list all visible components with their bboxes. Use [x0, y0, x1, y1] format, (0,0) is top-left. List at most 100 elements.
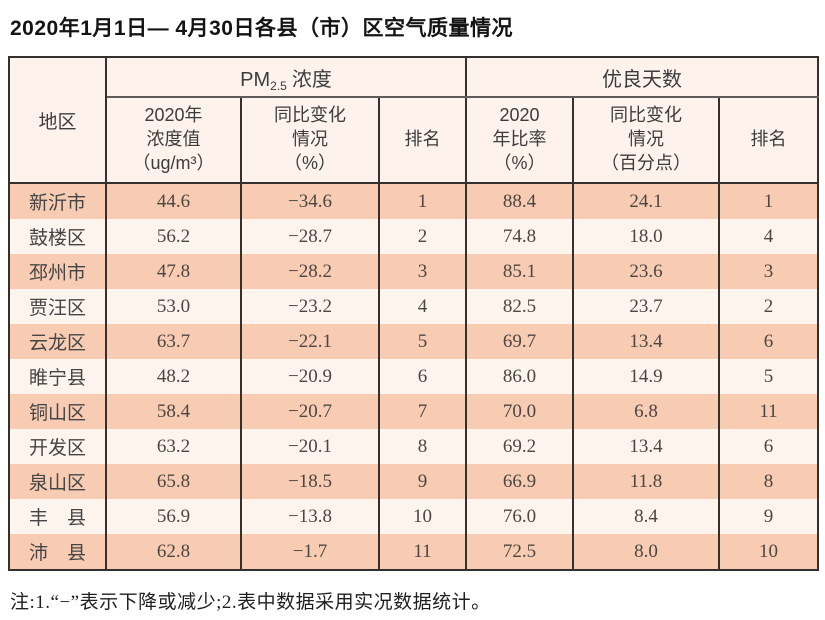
- value-cell: 11: [377, 534, 468, 570]
- value-cell: −20.1: [240, 429, 380, 464]
- table-row: 睢宁县 48.2 −20.9 6 86.0 14.9 5: [8, 359, 820, 394]
- table-row: 邳州市 47.8 −28.2 3 85.1 23.6 3: [8, 254, 820, 289]
- days-rank-header: 排名: [718, 97, 820, 184]
- value-cell: 69.2: [465, 429, 575, 464]
- pm-rank-header: 排名: [377, 97, 468, 184]
- table-row: 泉山区 65.8 −18.5 9 66.9 11.8 8: [8, 464, 820, 499]
- value-cell: 72.5: [465, 534, 575, 570]
- value-cell: −28.2: [240, 254, 380, 289]
- value-cell: 23.6: [572, 254, 721, 289]
- table-row: 鼓楼区 56.2 −28.7 2 74.8 18.0 4: [8, 219, 820, 254]
- value-cell: 18.0: [572, 219, 721, 254]
- pm25-label-prefix: PM: [240, 68, 271, 91]
- table-row: 开发区 63.2 −20.1 8 69.2 13.4 6: [8, 429, 820, 464]
- value-cell: 8.0: [572, 534, 721, 570]
- region-cell: 丰 县: [8, 499, 107, 534]
- value-cell: 3: [377, 254, 468, 289]
- value-cell: 85.1: [465, 254, 575, 289]
- value-cell: 13.4: [572, 324, 721, 359]
- table-row: 贾汪区 53.0 −23.2 4 82.5 23.7 2: [8, 289, 820, 324]
- table-row: 铜山区 58.4 −20.7 7 70.0 6.8 11: [8, 394, 820, 429]
- region-cell: 沛 县: [8, 534, 107, 570]
- region-cell: 泉山区: [8, 464, 107, 499]
- yoy-change-pct-header: 同比变化 情况 （%）: [240, 97, 380, 184]
- value-cell: 6: [377, 359, 468, 394]
- value-cell: 2: [718, 289, 820, 324]
- value-cell: −1.7: [240, 534, 380, 570]
- region-cell: 新沂市: [8, 183, 107, 219]
- value-cell: −23.2: [240, 289, 380, 324]
- pm25-group-header: PM2.5 浓度: [104, 57, 468, 98]
- value-cell: 11: [718, 394, 820, 429]
- value-cell: 63.2: [105, 429, 242, 464]
- value-cell: 9: [377, 464, 468, 499]
- region-cell: 铜山区: [8, 394, 107, 429]
- value-cell: 86.0: [465, 359, 575, 394]
- value-cell: 82.5: [465, 289, 575, 324]
- value-cell: −18.5: [240, 464, 380, 499]
- region-cell: 贾汪区: [8, 289, 107, 324]
- footnote: 注:1.“−”表示下降或减少;2.表中数据采用实况数据统计。: [10, 592, 491, 613]
- value-cell: 1: [377, 183, 468, 219]
- region-cell: 开发区: [8, 429, 107, 464]
- value-cell: 66.9: [465, 464, 575, 499]
- value-cell: 9: [718, 499, 820, 534]
- value-cell: 56.9: [105, 499, 242, 534]
- value-cell: 44.6: [105, 183, 242, 219]
- region-cell: 鼓楼区: [8, 219, 107, 254]
- value-cell: 6.8: [572, 394, 721, 429]
- table-body: 新沂市 44.6 −34.6 1 88.4 24.1 1 鼓楼区 56.2 −28.7 2 74.8 1…: [8, 183, 820, 570]
- value-cell: 7: [377, 394, 468, 429]
- page-title: 2020年1月1日— 4月30日各县（市）区空气质量情况: [10, 17, 513, 40]
- value-cell: 47.8: [105, 254, 242, 289]
- yoy-change-points-header: 同比变化 情况 （百分点）: [572, 97, 721, 184]
- table-row: 新沂市 44.6 −34.6 1 88.4 24.1 1: [8, 183, 820, 219]
- value-cell: 2: [377, 219, 468, 254]
- value-cell: 63.7: [105, 324, 242, 359]
- table-row: 沛 县 62.8 −1.7 11 72.5 8.0 10: [8, 534, 820, 570]
- table-row: 云龙区 63.7 −22.1 5 69.7 13.4 6: [8, 324, 820, 359]
- value-cell: 53.0: [105, 289, 242, 324]
- value-cell: 8.4: [572, 499, 721, 534]
- value-cell: 6: [718, 429, 820, 464]
- region-cell: 邳州市: [8, 254, 107, 289]
- value-cell: 6: [718, 324, 820, 359]
- value-cell: 5: [718, 359, 820, 394]
- value-cell: 76.0: [465, 499, 575, 534]
- value-cell: −13.8: [240, 499, 380, 534]
- group-header-row: 地区 PM2.5 浓度 优良天数: [8, 57, 820, 184]
- ratio-2020-header: 2020 年比率 （%）: [465, 97, 575, 184]
- value-cell: 62.8: [105, 534, 242, 570]
- air-quality-table: 地区 PM2.5 浓度 优良天数 2020年 浓度值 （ug/m³） 同比变化 情…: [8, 56, 820, 571]
- value-cell: 69.7: [465, 324, 575, 359]
- value-cell: −20.7: [240, 394, 380, 429]
- value-cell: 74.8: [465, 219, 575, 254]
- region-cell: 云龙区: [8, 324, 107, 359]
- table-header: 地区 PM2.5 浓度 优良天数 2020年 浓度值 （ug/m³） 同比变化 情…: [8, 57, 820, 184]
- value-cell: 58.4: [105, 394, 242, 429]
- value-cell: 48.2: [105, 359, 242, 394]
- value-cell: 4: [377, 289, 468, 324]
- value-cell: 1: [718, 183, 820, 219]
- value-cell: 3: [718, 254, 820, 289]
- value-cell: 4: [718, 219, 820, 254]
- concentration-header: 2020年 浓度值 （ug/m³）: [105, 97, 242, 184]
- value-cell: 10: [377, 499, 468, 534]
- value-cell: −20.9: [240, 359, 380, 394]
- pm25-label-suffix: 浓度: [291, 68, 332, 91]
- value-cell: 8: [718, 464, 820, 499]
- value-cell: 70.0: [465, 394, 575, 429]
- table-row: 丰 县 56.9 −13.8 10 76.0 8.4 9: [8, 499, 820, 534]
- value-cell: 14.9: [572, 359, 721, 394]
- value-cell: 8: [377, 429, 468, 464]
- value-cell: 10: [718, 534, 820, 570]
- region-cell: 睢宁县: [8, 359, 107, 394]
- value-cell: 11.8: [572, 464, 721, 499]
- value-cell: 23.7: [572, 289, 721, 324]
- value-cell: 24.1: [572, 183, 721, 219]
- value-cell: −34.6: [240, 183, 380, 219]
- value-cell: 88.4: [465, 183, 575, 219]
- value-cell: 13.4: [572, 429, 721, 464]
- value-cell: 5: [377, 324, 468, 359]
